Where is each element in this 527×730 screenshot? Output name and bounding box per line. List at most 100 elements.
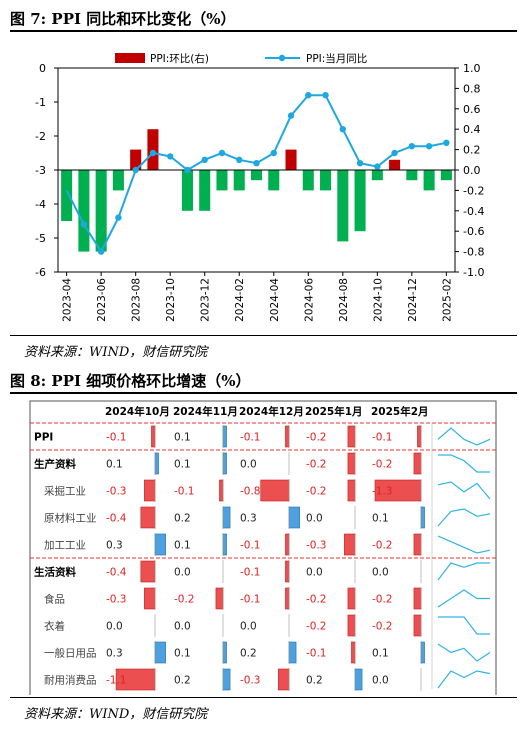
pos-data-bar (420, 641, 425, 664)
legend-mom-swatch (115, 53, 145, 63)
y-left-tick-label: 0 (39, 62, 46, 75)
mom-bar (371, 170, 383, 181)
fig8-source: 资料来源：WIND，财信研究院 (24, 707, 208, 722)
cell-value: -0.1 (372, 432, 393, 444)
x-tick-label: 2023-08 (131, 278, 143, 322)
column-header: 2025年2月 (371, 405, 429, 418)
y-right-tick-label: -0.4 (463, 205, 484, 218)
cell-value: -0.2 (372, 621, 393, 633)
sparkline (437, 643, 491, 662)
cell-value: -1.3 (372, 486, 393, 498)
neg-data-bar (417, 425, 422, 448)
y-left-tick-label: -6 (35, 266, 46, 279)
mom-bar (250, 170, 263, 181)
cell-value: -0.2 (306, 486, 327, 498)
column-header: 2025年1月 (305, 405, 363, 418)
neg-data-bar (285, 533, 290, 556)
y-left-tick-label: -2 (35, 130, 46, 143)
cell-value: -1.1 (106, 675, 127, 687)
yoy-point (201, 156, 208, 163)
sparkline (437, 508, 491, 527)
sparkline (437, 670, 491, 689)
neg-data-bar (285, 587, 290, 610)
sparkline (437, 589, 490, 608)
neg-data-bar (347, 587, 356, 610)
neg-data-bar (413, 452, 422, 475)
y-right-tick-label: 0.0 (463, 164, 481, 177)
yoy-point (236, 156, 243, 163)
cell-value: -0.2 (306, 432, 327, 444)
neg-data-bar (140, 560, 156, 583)
neg-data-bar (347, 452, 356, 475)
sparkline (437, 562, 490, 581)
cell-value: -0.1 (240, 540, 261, 552)
y-right-tick-label: -0.8 (463, 246, 484, 259)
neg-data-bar (413, 614, 422, 637)
cell-value: -0.1 (240, 594, 261, 606)
legend-mom-label: PPI:环比(右) (150, 52, 209, 65)
cell-value: -0.3 (106, 594, 127, 606)
neg-data-bar (140, 506, 156, 529)
cell-value: -0.2 (306, 459, 327, 471)
neg-data-bar (219, 479, 224, 502)
cell-value: -0.8 (240, 486, 261, 498)
fig8-bottom-rule (10, 697, 517, 698)
neg-data-bar (285, 560, 290, 583)
y-right-tick-label: 0.4 (463, 123, 481, 136)
yoy-point (287, 112, 295, 119)
pos-data-bar (222, 506, 231, 529)
cell-value: 0.0 (306, 567, 323, 579)
yoy-point (218, 149, 226, 157)
neg-data-bar (413, 533, 422, 556)
cell-value: 0.0 (306, 513, 323, 525)
mom-bar (285, 149, 297, 170)
mom-bar (423, 170, 435, 191)
x-tick-label: 2023-04 (62, 278, 74, 322)
fig7-source: 资料来源：WIND，财信研究院 (24, 345, 208, 360)
column-header: 2024年11月 (173, 405, 238, 418)
cell-value: 0.3 (106, 540, 123, 552)
row-label: 一般日用品 (44, 647, 97, 660)
yoy-point (132, 166, 139, 174)
mom-bar (216, 170, 228, 191)
cell-value: 0.2 (240, 648, 257, 660)
cell-value: 0.2 (306, 675, 323, 687)
x-tick-label: 2025-02 (441, 278, 453, 322)
neg-data-bar (151, 425, 156, 448)
yoy-point (408, 143, 416, 150)
cell-value: -0.2 (372, 459, 393, 471)
row-label: 加工工业 (44, 540, 86, 552)
legend-yoy-label: PPI:当月同比 (306, 52, 367, 65)
yoy-point (166, 153, 174, 160)
cell-value: -0.1 (240, 567, 261, 579)
cell-value: 0.0 (372, 567, 389, 579)
y-right-tick-label: -1.0 (463, 266, 484, 279)
row-label: 采掘工业 (44, 485, 86, 498)
pos-data-bar (222, 668, 231, 691)
sparkline (438, 616, 490, 635)
fig7-title: 图 7: PPI 同比和环比变化（%） (10, 10, 236, 28)
cell-value: -0.2 (174, 594, 195, 606)
yoy-point (356, 160, 364, 167)
cell-value: -0.2 (306, 594, 327, 606)
pos-data-bar (222, 452, 227, 475)
cell-value: 0.1 (174, 459, 191, 471)
y-right-tick-label: 0.6 (463, 103, 481, 116)
mom-bar (61, 170, 73, 221)
cell-value: 0.1 (174, 432, 191, 444)
mom-bar (147, 129, 159, 170)
sparkline (437, 481, 491, 500)
cell-value: -0.1 (106, 432, 127, 444)
yoy-point (374, 163, 381, 170)
cell-value: 0.0 (174, 567, 191, 579)
x-tick-label: 2024-06 (303, 278, 315, 322)
pos-data-bar (154, 452, 159, 475)
cell-value: -0.1 (174, 486, 195, 498)
y-right-tick-label: 0.8 (463, 82, 481, 95)
row-label: 生产资料 (34, 458, 76, 471)
mom-bar (112, 170, 124, 191)
cell-value: -0.3 (106, 486, 127, 498)
pos-data-bar (288, 641, 297, 664)
neg-data-bar (260, 479, 290, 502)
pos-data-bar (154, 641, 166, 664)
